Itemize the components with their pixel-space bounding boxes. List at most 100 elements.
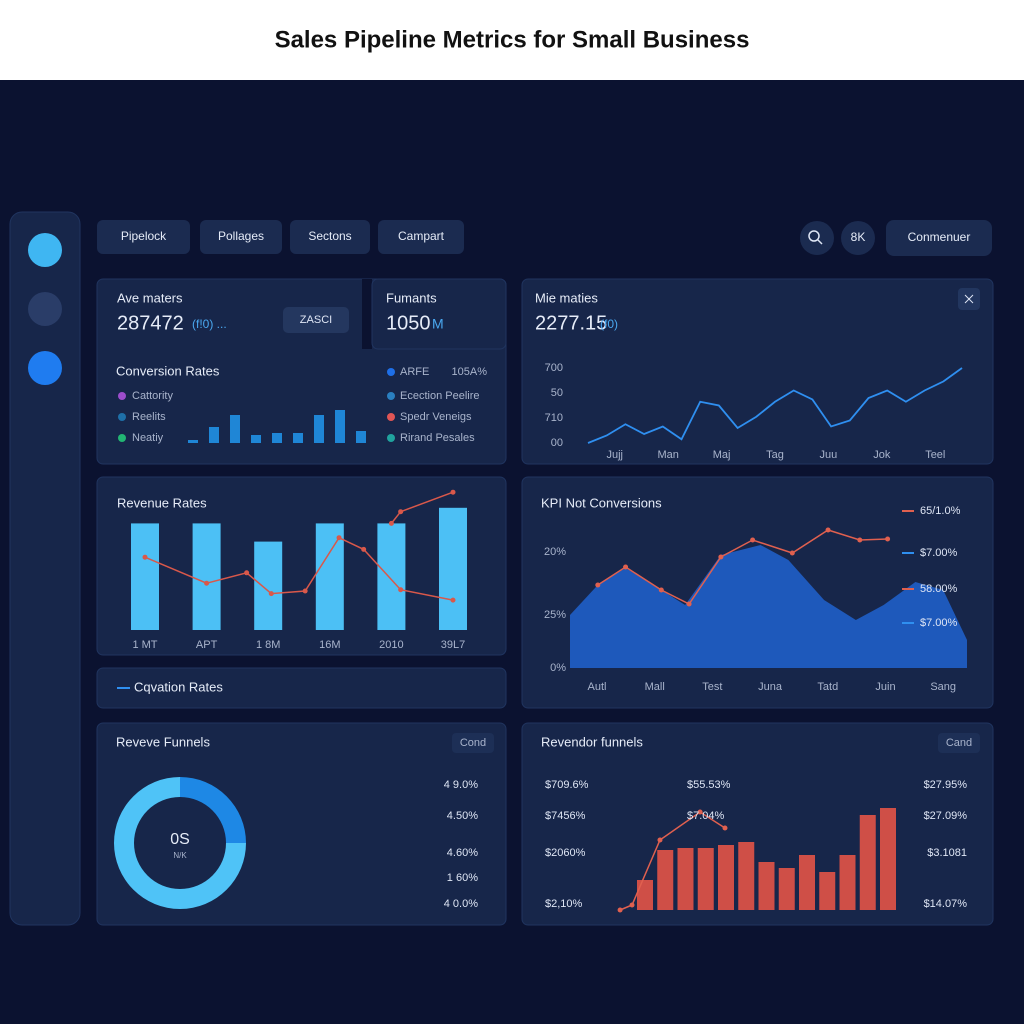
x-tick-label: Test [702,681,722,693]
line-point [204,580,210,586]
line-point [388,520,394,526]
tab-label: Pollages [218,229,264,243]
x-tick-label: Teel [925,449,945,461]
bar [192,523,221,630]
bar [439,507,467,630]
side-label: $14.07% [924,898,968,910]
tab[interactable] [378,220,464,254]
bar [859,815,876,910]
badge[interactable] [841,221,875,255]
tab[interactable] [200,220,282,254]
kpi-label: Ave maters [117,290,183,305]
legend-label: Ecection Peelire [400,390,480,402]
tab[interactable] [97,220,190,254]
line-point [617,907,623,913]
bar [315,523,344,630]
panel-title: Mie maties [535,290,598,305]
bar [272,433,282,443]
y-tick-label: 00 [551,437,563,449]
bar [839,855,856,910]
bar [880,808,896,910]
kpi-value: 287472 [117,312,184,334]
bar [188,440,198,443]
side-label: $3.1081 [927,847,967,859]
top-button-text: Conmenuer [908,230,971,244]
side-label: $55.53% [687,779,731,791]
bar [131,523,159,630]
bar [356,431,366,443]
bar [314,415,324,443]
y-tick-label: 20% [544,546,566,558]
area [570,545,967,668]
search-button[interactable] [800,221,834,255]
side-label: $27.09% [924,810,968,822]
x-tick-label: Tag [766,449,784,461]
line-point [336,535,342,541]
line-point [658,587,664,593]
panel-title: Revenue Rates [117,495,207,510]
side-label: $2,10% [545,898,583,910]
donut-sub: N/K [173,851,187,860]
line-point [244,570,250,576]
sidebar-icon[interactable] [28,233,62,267]
panel-button[interactable] [452,733,494,753]
x-tick-label: Autl [588,681,607,693]
legend-dot [387,368,395,376]
line [597,529,888,605]
y-tick-label: 0% [550,662,566,674]
legend-label: 65/1.0% [920,505,961,517]
x-tick-label: APT [196,639,218,651]
sidebar [9,211,81,926]
donut-segment [180,777,246,843]
legend-panel [96,667,507,709]
legend-dot [118,413,126,421]
y-tick-label: 700 [545,362,563,374]
side-label: 4 9.0% [444,779,478,791]
kpi-panel [371,278,507,350]
sidebar-icon[interactable] [28,292,62,326]
line-point [142,554,148,560]
x-tick-label: Jujj [606,449,623,461]
badge-text: 8K [851,230,866,244]
page-title: Sales Pipeline Metrics for Small Busines… [275,26,750,53]
legend-value: 105A% [452,366,488,378]
trend-panel [521,278,994,465]
legend-label: 58.00% [920,583,958,595]
side-label: $7456% [545,810,586,822]
x-tick-label: 1 8M [256,639,280,651]
line-point [302,588,308,594]
legend-dot [387,413,395,421]
legend-label: $7.00% [920,547,958,559]
side-label: $27.95% [924,779,968,791]
donut-segment [114,777,246,909]
x-tick-label: Juna [758,681,783,693]
line-point [857,537,863,543]
line-point [450,489,456,495]
bar [230,415,240,443]
line-point [450,597,456,603]
bar [819,872,836,910]
panel-button[interactable] [938,733,980,753]
top-button[interactable] [886,220,992,256]
panel-title: KPI Not Conversions [541,495,662,510]
bar [799,855,815,910]
kpi-button[interactable] [283,307,349,333]
y-tick-label: 710 [545,412,563,424]
legend-label: Reelits [132,411,166,423]
y-tick-label: 50 [551,387,563,399]
line-point [361,546,367,552]
line-point [623,564,629,570]
x-tick-label: Man [657,449,678,461]
line-point [697,809,703,815]
line-point [825,527,831,533]
bar [778,868,795,910]
tab-label: Campart [398,229,445,243]
side-label: $709.6% [545,779,589,791]
legend-label: ARFE [400,366,429,378]
line-point [398,587,404,593]
kpi-value: 1050 [386,312,431,334]
sidebar-icon[interactable] [28,351,62,385]
legend-label: Spedr Veneigs [400,411,472,423]
tab[interactable] [290,220,370,254]
